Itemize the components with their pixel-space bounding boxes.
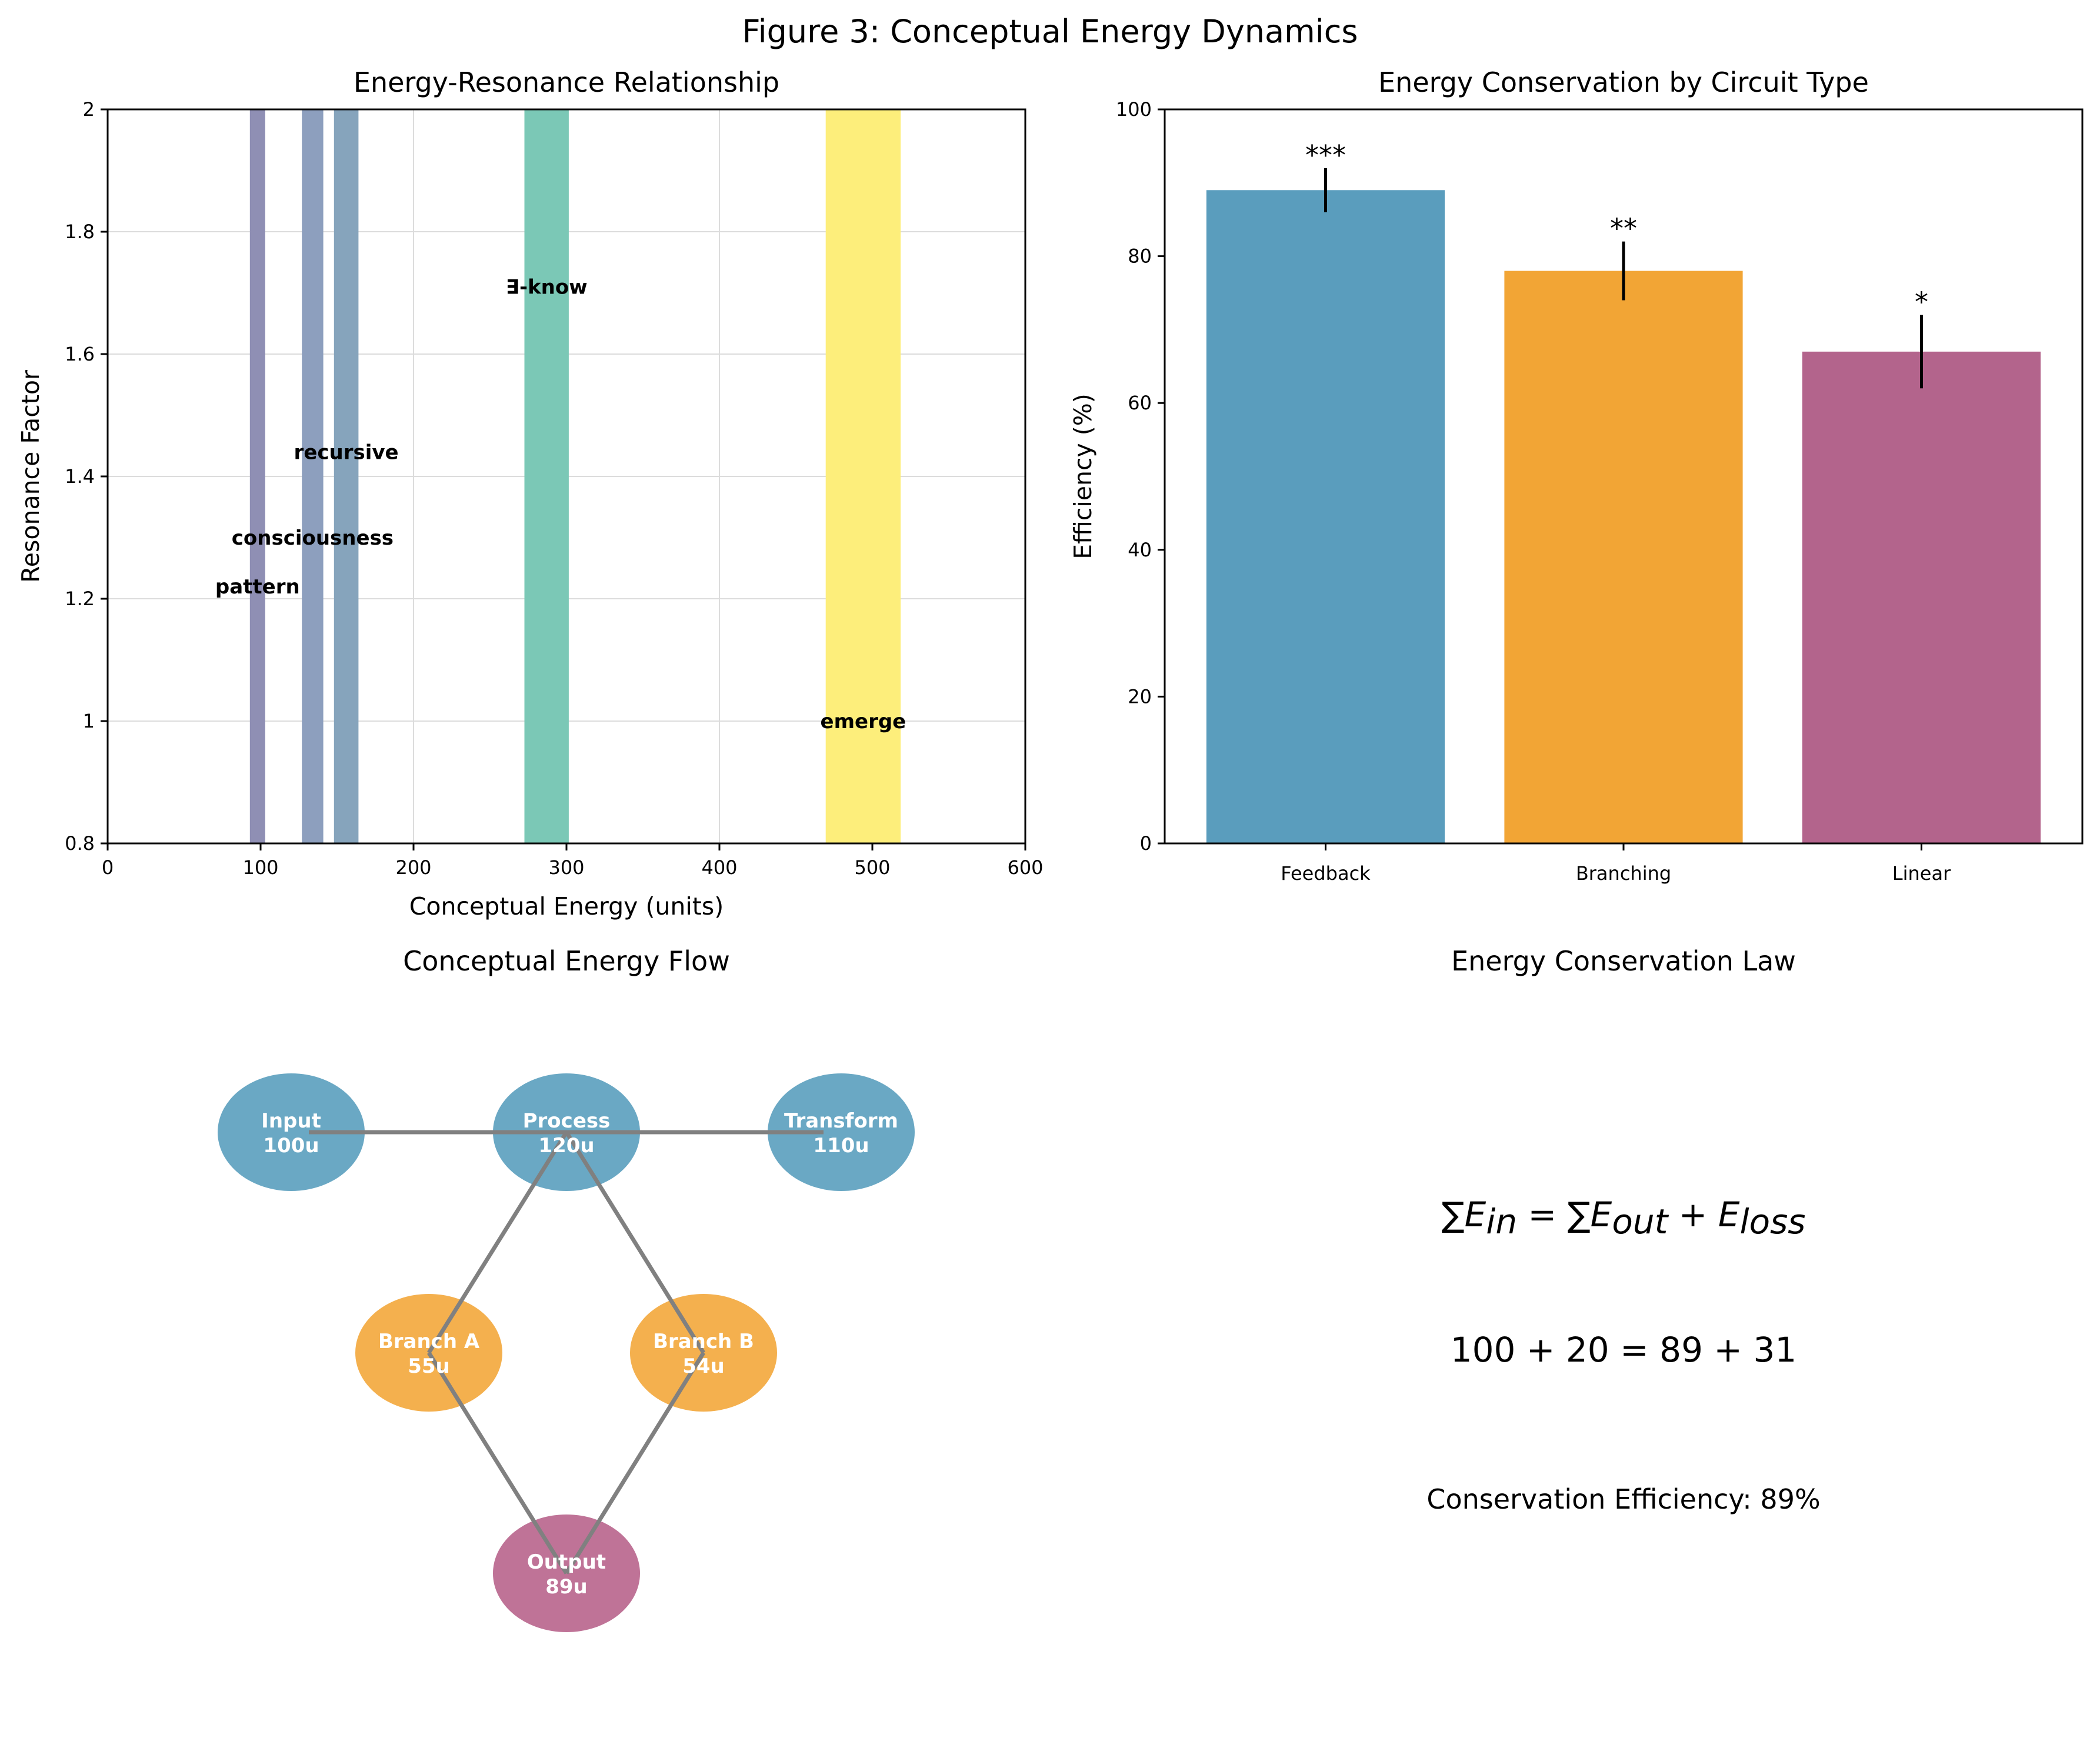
edge-branchb-output [565,1352,705,1574]
node-value-transform: 110u [813,1134,869,1157]
panel1-y-ticks: 0.8 1 1.2 1.4 1.6 1.8 2 [65,98,108,855]
node-value-output: 89u [545,1575,588,1599]
panel1-xtick-label: 0 [102,856,114,879]
bar-feedback [1206,190,1445,843]
panel1-xlabel: Conceptual Energy (units) [409,892,724,920]
node-name-transform: Transform [784,1109,898,1133]
panel3-edges [309,1130,824,1574]
bar-branching [1504,271,1743,843]
panel2-bars: ****** [1206,139,2041,843]
efficiency-text: Conservation Efficiency: 89% [1426,1483,1820,1515]
panel-circuit-efficiency: Energy Conservation by Circuit Type ****… [1069,66,2084,885]
panel2-ytick-label: 80 [1128,245,1152,268]
band-label-1: consciousness [232,526,394,550]
panel2-ytick-label: 60 [1128,392,1152,414]
panel2-x-ticks: Feedback Branching Linear [1281,843,1951,885]
bar-linear [1802,351,2041,843]
panel1-xtick-label: 100 [242,856,278,879]
node-name-process: Process [523,1109,611,1133]
panel2-ytick-label: 100 [1116,98,1152,121]
band-label-0: pattern [215,575,300,599]
panel2-ytick-label: 0 [1140,832,1152,855]
node-value-input: 100u [263,1134,319,1157]
node-name-brancha: Branch A [378,1330,480,1353]
panel2-ylabel: Efficiency (%) [1069,393,1097,559]
panel1-ytick-label: 1 [83,710,95,732]
node-value-process: 120u [538,1134,594,1157]
panel1-title: Energy-Resonance Relationship [354,66,779,98]
band-label-3: ∃-know [506,276,588,299]
panel2-ytick-label: 40 [1128,539,1152,561]
significance-1: ** [1610,213,1637,245]
node-value-brancha: 55u [408,1355,450,1378]
panel1-xtick-label: 400 [701,856,737,879]
panel1-xtick-label: 200 [395,856,431,879]
figure-title: Figure 3: Conceptual Energy Dynamics [742,13,1358,50]
panel-energy-flow: Conceptual Energy Flow Input100uProcess1… [218,945,915,1632]
band-2 [334,109,359,843]
panel2-xtick-label: Feedback [1281,862,1371,885]
node-value-branchb: 54u [682,1355,725,1378]
panel1-ytick-label: 0.8 [65,832,95,855]
panel1-ytick-label: 1.4 [65,465,95,488]
edge-process-brancha [427,1131,568,1354]
node-name-output: Output [527,1550,606,1574]
panel2-xtick-label: Linear [1892,862,1951,885]
significance-0: *** [1305,139,1346,171]
panel1-xtick-label: 600 [1007,856,1043,879]
node-input [218,1073,365,1191]
band-4 [825,109,901,843]
panel1-band-labels: pattern consciousness recursive ∃-know emerg… [215,276,906,733]
panel2-title: Energy Conservation by Circuit Type [1378,66,1869,98]
panel4-title: Energy Conservation Law [1451,945,1796,977]
edge-brancha-output [427,1352,568,1574]
panel1-xtick-label: 300 [548,856,584,879]
node-name-branchb: Branch B [653,1330,754,1353]
panel1-ylabel: Resonance Factor [16,370,45,583]
band-label-4: emerge [821,710,906,733]
panel1-bands [249,109,901,843]
panel1-x-ticks: 0 100 200 300 400 500 600 [102,843,1044,879]
conservation-law-equation: ∑Ein = ∑Eout + Eloss [1441,1195,1805,1242]
band-1 [302,109,324,843]
panel1-ytick-label: 1.6 [65,343,95,365]
panel1-ytick-label: 1.2 [65,588,95,610]
node-name-input: Input [261,1109,321,1133]
band-label-2: recursive [294,441,399,464]
panel2-ytick-label: 20 [1128,685,1152,708]
panel2-xtick-label: Branching [1576,862,1671,885]
panel3-title: Conceptual Energy Flow [403,945,730,977]
panel1-ytick-label: 2 [83,98,95,121]
panel-energy-resonance: Energy-Resonance Relationship pattern con… [16,66,1044,920]
panel1-xtick-label: 500 [854,856,890,879]
panel1-ytick-label: 1.8 [65,221,95,243]
panel2-y-ticks: 0 20 40 60 80 100 [1116,98,1165,855]
significance-2: * [1915,286,1928,318]
node-transform [768,1073,915,1191]
band-0 [249,109,265,843]
numeric-equation: 100 + 20 = 89 + 31 [1451,1330,1797,1370]
edge-process-branchb [565,1131,705,1354]
band-3 [524,109,569,843]
panel-conservation-law: Energy Conservation Law ∑Ein = ∑Eout + E… [1426,945,1820,1515]
